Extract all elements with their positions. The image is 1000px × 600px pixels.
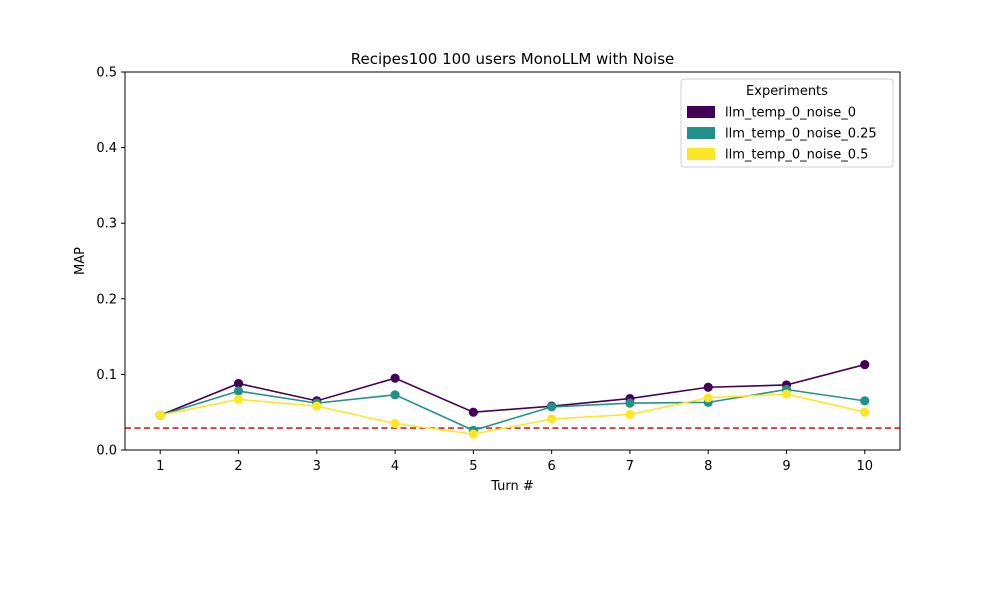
legend-title: Experiments bbox=[746, 84, 828, 99]
data-point bbox=[468, 407, 478, 417]
data-point bbox=[312, 401, 322, 411]
y-tick-label: 0.2 bbox=[96, 292, 117, 307]
legend-box bbox=[680, 78, 894, 168]
data-point bbox=[547, 414, 557, 424]
legend-swatch bbox=[687, 148, 715, 160]
x-tick-label: 5 bbox=[469, 459, 477, 474]
data-point bbox=[625, 398, 635, 408]
legend-label: llm_temp_0_noise_0.25 bbox=[725, 127, 877, 142]
data-point bbox=[155, 410, 165, 420]
data-point bbox=[860, 359, 870, 370]
legend-swatch bbox=[687, 127, 715, 139]
series-llm_temp_0_noise_0.5 bbox=[155, 389, 870, 439]
data-point bbox=[703, 382, 713, 392]
x-axis-label: Turn # bbox=[490, 479, 534, 494]
data-point bbox=[233, 378, 244, 389]
legend: Experiments llm_temp_0_noise_0 llm_temp_0… bbox=[680, 78, 894, 168]
data-point bbox=[860, 407, 870, 417]
data-point bbox=[781, 389, 792, 399]
y-axis-label: MAP bbox=[73, 247, 88, 275]
legend-swatch bbox=[687, 106, 715, 118]
series-line bbox=[159, 363, 865, 416]
x-tick-label: 6 bbox=[548, 459, 556, 474]
data-point bbox=[625, 409, 635, 420]
data-point bbox=[390, 418, 400, 429]
data-point bbox=[390, 373, 400, 383]
y-tick-label: 0.3 bbox=[96, 217, 117, 232]
data-point bbox=[703, 393, 713, 403]
y-tick-label: 0.5 bbox=[96, 66, 117, 81]
data-point bbox=[468, 429, 478, 439]
data-point bbox=[233, 386, 244, 396]
legend-label: llm_temp_0_noise_0 bbox=[725, 106, 856, 121]
y-tick-label: 0.1 bbox=[96, 368, 117, 383]
chart-title: Recipes100 100 users MonoLLM with Noise bbox=[351, 50, 674, 68]
data-point bbox=[233, 394, 244, 404]
legend-label: llm_temp_0_noise_0.5 bbox=[725, 148, 868, 163]
x-tick-label: 1 bbox=[156, 459, 164, 474]
data-point bbox=[547, 402, 557, 412]
x-tick-label: 10 bbox=[856, 459, 873, 474]
y-tick-label: 0.4 bbox=[96, 141, 117, 156]
x-tick-label: 4 bbox=[391, 459, 399, 474]
data-point bbox=[390, 390, 400, 400]
plot-frame bbox=[124, 71, 901, 451]
series-line bbox=[160, 393, 865, 435]
x-tick-label: 3 bbox=[313, 459, 321, 474]
y-tick-label: 0.0 bbox=[96, 444, 117, 459]
x-tick-label: 7 bbox=[626, 459, 634, 474]
data-point bbox=[860, 396, 870, 406]
x-tick-label: 9 bbox=[782, 459, 790, 474]
x-tick-label: 8 bbox=[704, 459, 712, 474]
x-tick-label: 2 bbox=[234, 459, 242, 474]
